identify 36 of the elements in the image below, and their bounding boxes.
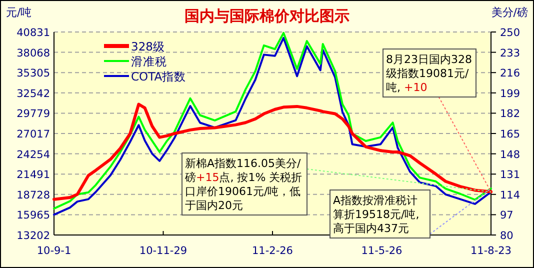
y-tick-label: 15965 (16, 210, 50, 222)
chart-title: 国内与国际棉价对比图示 (184, 7, 350, 25)
y-tick-label: 18728 (16, 189, 50, 202)
y2-tick-label: 114 (500, 189, 520, 202)
y2-tick-label: 199 (500, 88, 520, 100)
y2-tick-label: 250 (500, 27, 520, 39)
legend-label: 328级 (131, 40, 165, 54)
y2-tick-label: 216 (500, 68, 520, 80)
annotation: 8月23日国内328级指数19081元/吨, +10 (386, 53, 472, 94)
y-tick-label: 40831 (16, 27, 50, 39)
y2-tick-label: 80 (500, 230, 514, 242)
y2-tick-label: 165 (500, 128, 520, 140)
y2-tick-label: 131 (500, 169, 520, 182)
y-tick-label: 38068 (16, 47, 50, 60)
legend-label: COTA指数 (131, 70, 186, 84)
x-tick-label: 10-11-29 (139, 245, 188, 257)
y2-tick-label: 182 (500, 108, 520, 120)
y-tick-label: 29779 (16, 108, 50, 120)
y-tick-label: 35305 (16, 68, 50, 80)
y-tick-label: 21491 (16, 169, 50, 182)
y-axis-title: 元/吨 (6, 6, 32, 19)
y2-axis-title: 美分/磅 (491, 6, 528, 19)
y2-tick-label: 148 (500, 148, 520, 161)
x-tick-label: 11-2-26 (252, 245, 294, 257)
x-tick-label: 11-5-26 (361, 245, 403, 257)
y-tick-label: 24254 (16, 148, 50, 161)
legend-label: 滑准税 (131, 54, 167, 68)
y-tick-label: 27017 (16, 128, 50, 140)
annotation: 新棉A指数116.05美分/磅+15点, 按1% 关税折口岸价19061元/吨，低于国内20元 (184, 157, 302, 212)
y2-tick-label: 233 (500, 47, 520, 60)
x-tick-label: 10-9-1 (36, 245, 72, 257)
annotation: A指数按滑准税计算折19518元/吨, 高于国内437元 (333, 194, 420, 235)
y-tick-label: 32542 (16, 88, 50, 100)
y2-tick-label: 97 (500, 210, 514, 222)
y-tick-label: 13202 (16, 230, 50, 242)
x-tick-label: 11-8-23 (470, 245, 512, 257)
